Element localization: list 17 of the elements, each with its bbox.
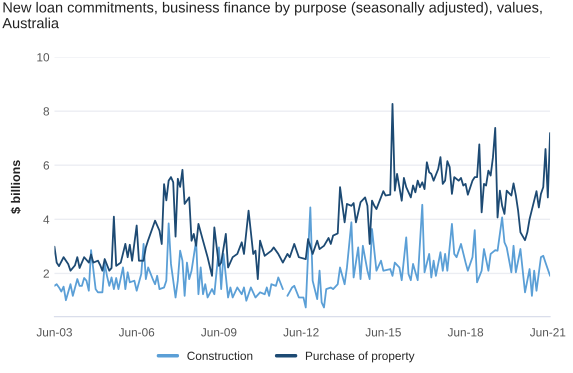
legend-label: Construction <box>187 351 252 360</box>
x-tick-label: Jun-12 <box>283 328 319 336</box>
x-tick-label: Jun-03 <box>36 328 72 336</box>
y-tick-label: 8 <box>44 107 50 116</box>
y-axis-title: $ billions <box>10 160 21 214</box>
x-tick-label: Jun-06 <box>118 328 154 336</box>
chart-title: New loan commitments, business finance by purpose (seasonally adjusted), values, Australia <box>2 2 542 28</box>
x-tick-label: Jun-15 <box>365 328 401 336</box>
line-series <box>54 102 550 280</box>
y-tick-label: 2 <box>44 269 49 278</box>
x-tick-label: Jun-09 <box>201 328 236 336</box>
y-tick-label: 10 <box>37 53 50 62</box>
y-tick-label: 6 <box>44 161 50 170</box>
x-tick-label: Jun-21 <box>530 328 566 336</box>
x-tick-label: Jun-18 <box>448 328 484 336</box>
legend-label: Purchase of property <box>306 351 415 362</box>
y-tick-label: 4 <box>43 215 50 224</box>
